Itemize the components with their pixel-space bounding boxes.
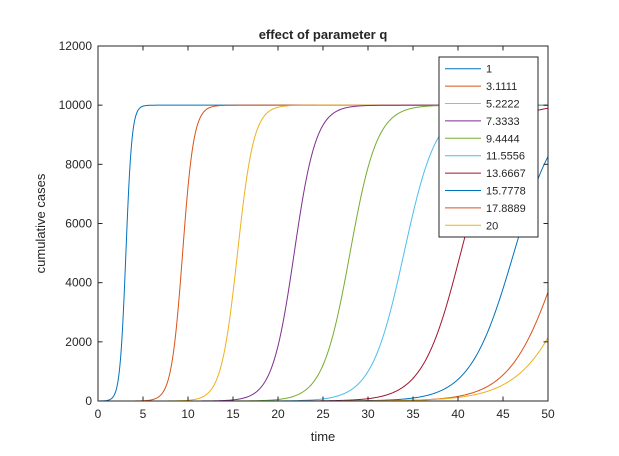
x-axis-label: time [311, 429, 336, 444]
x-tick-label: 0 [95, 407, 102, 421]
legend-label-6: 11.5556 [486, 151, 525, 163]
x-tick-label: 45 [496, 407, 510, 421]
y-tick-label: 8000 [65, 157, 92, 171]
x-tick-label: 5 [140, 407, 147, 421]
x-tick-label: 30 [361, 407, 375, 421]
x-tick-label: 25 [316, 407, 330, 421]
legend: 1 3.1111 5.2222 7.3333 9.4444 11.5556 13.6667 1… [438, 56, 539, 238]
legend-label-3: 5.2222 [486, 99, 520, 111]
y-axis-label: cumulative cases [33, 173, 48, 273]
x-tick-label: 10 [181, 407, 195, 421]
legend-label-1: 1 [486, 64, 492, 76]
y-tick-label: 10000 [59, 98, 93, 112]
y-tick-label: 2000 [65, 335, 92, 349]
legend-label-5: 9.4444 [486, 133, 520, 145]
x-tick-label: 40 [451, 407, 465, 421]
y-tick-label: 12000 [59, 39, 93, 53]
x-tick-label: 15 [226, 407, 240, 421]
legend-label-8: 15.7778 [486, 186, 526, 198]
y-tick-label: 0 [85, 394, 92, 408]
x-tick-label: 20 [271, 407, 285, 421]
legend-label-7: 13.6667 [486, 168, 526, 180]
y-tick-label: 6000 [65, 217, 92, 231]
legend-label-4: 7.3333 [486, 116, 520, 128]
x-tick-label: 50 [541, 407, 555, 421]
legend-box [438, 56, 539, 238]
y-tick-label: 4000 [65, 276, 92, 290]
x-tick-label: 35 [406, 407, 420, 421]
legend-label-9: 17.8889 [486, 203, 526, 215]
chart-title: effect of parameter q [259, 27, 388, 42]
axis-ticks: 0 5 10 15 20 25 30 35 40 45 50 0 2000 4000 6000 8000 100… [59, 39, 555, 421]
legend-label-2: 3.1111 [486, 81, 517, 93]
legend-label-10: 20 [486, 220, 498, 232]
